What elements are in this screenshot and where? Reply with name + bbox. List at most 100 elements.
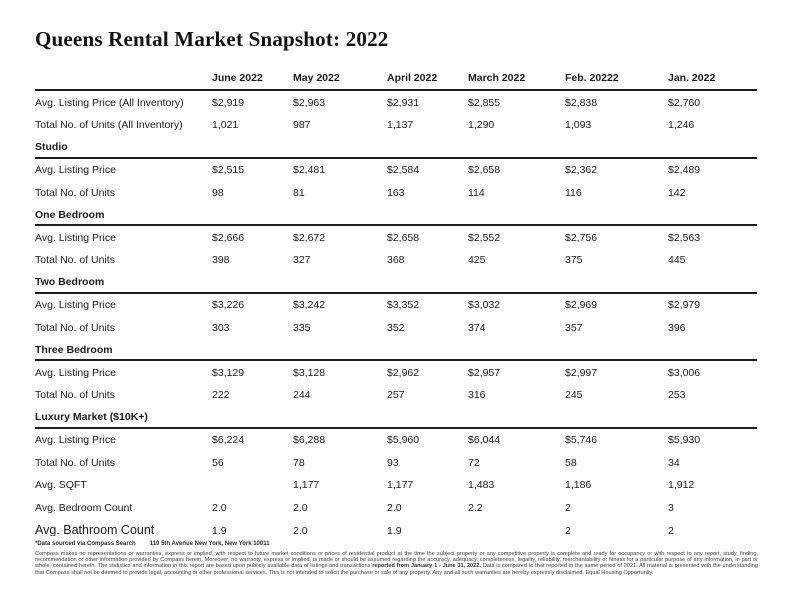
column-header-feb: Feb. 20222: [565, 72, 619, 84]
cell-value: $2,552: [468, 231, 501, 244]
cell-value: 335: [293, 321, 311, 334]
cell-value: 245: [565, 389, 583, 401]
cell-value: $2,672: [293, 231, 326, 244]
table-row: Avg. Bedroom Count 2.0 2.0 2.0 2.2 2 3: [35, 496, 757, 519]
market-table: June 2022 May 2022 April 2022 March 2022…: [35, 72, 757, 542]
cell-value: $2,969: [565, 299, 598, 311]
cell-value: 2: [565, 525, 571, 537]
cell-value: $2,855: [468, 96, 501, 109]
cell-value: 374: [468, 321, 486, 334]
row-label: Total No. of Units (All Inventory): [35, 119, 183, 131]
cell-value: $2,997: [565, 366, 598, 379]
cell-value: 2: [668, 525, 674, 537]
cell-value: $5,746: [565, 434, 598, 446]
cell-value: 327: [293, 254, 311, 266]
column-header-april: April 2022: [387, 72, 438, 84]
cell-value: $2,919: [212, 96, 245, 109]
footer: *Data sourced via Compass Search 110 5th …: [35, 541, 758, 576]
cell-value: 316: [468, 389, 486, 401]
table-row: Total No. of Units 303 335 352 374 357 396: [35, 316, 757, 339]
table-row: Total No. of Units (All Inventory) 1,021 9…: [35, 114, 757, 137]
cell-value: $2,963: [293, 96, 326, 109]
row-label: Total No. of Units: [35, 321, 115, 334]
cell-value: $6,224: [212, 434, 245, 446]
cell-value: 78: [293, 456, 305, 469]
cell-value: $2,756: [565, 231, 598, 244]
cell-value: 1.9: [212, 525, 227, 537]
table-header-row: June 2022 May 2022 April 2022 March 2022…: [35, 72, 757, 91]
cell-value: $3,226: [212, 299, 245, 311]
table-row: Total No. of Units 98 81 163 114 116 142: [35, 181, 757, 204]
column-header-march: March 2022: [468, 72, 526, 84]
cell-value: 352: [387, 321, 405, 334]
table-row: Total No. of Units 222 244 257 316 245 253: [35, 384, 757, 407]
cell-value: 368: [387, 254, 405, 266]
disclaimer-text-start: Compass makes no representations or warr…: [35, 550, 758, 570]
table-row: Total No. of Units 56 78 93 72 58 34: [35, 451, 757, 474]
row-label: Avg. Bedroom Count: [35, 501, 133, 514]
source-address: 110 5th Avenue New York, New York 10011: [149, 541, 270, 547]
legal-disclaimer: Compass makes no representations or warr…: [35, 551, 758, 577]
cell-value: 1,290: [468, 119, 495, 131]
cell-value: $2,838: [565, 96, 598, 109]
cell-value: $5,960: [387, 434, 420, 446]
cell-value: $2,760: [668, 96, 701, 109]
cell-value: 425: [468, 254, 486, 266]
cell-value: $2,515: [212, 164, 245, 176]
cell-value: 114: [468, 186, 485, 199]
row-label: Avg. Listing Price (All Inventory): [35, 96, 184, 109]
row-label: Total No. of Units: [35, 389, 115, 401]
row-label: Avg. Bathroom Count: [35, 524, 155, 536]
row-label: Total No. of Units: [35, 186, 115, 199]
cell-value: $3,242: [293, 299, 326, 311]
disclaimer-text-end: Data is compared to that reported in the…: [35, 563, 758, 576]
cell-value: 98: [212, 186, 224, 199]
section-heading: Three Bedroom: [35, 339, 757, 361]
cell-value: $2,666: [212, 231, 245, 244]
column-header-june: June 2022: [212, 72, 263, 84]
cell-value: 253: [668, 389, 686, 401]
cell-value: 1,186: [565, 479, 592, 491]
cell-value: $2,489: [668, 164, 701, 176]
cell-value: 357: [565, 321, 583, 334]
cell-value: 396: [668, 321, 686, 334]
disclaimer-bold-daterange: reported from January 1 - June 31, 2022.: [372, 563, 481, 570]
cell-value: 244: [293, 389, 311, 401]
cell-value: 1,483: [468, 479, 495, 491]
cell-value: 2.0: [387, 501, 402, 514]
section-heading: Luxury Market ($10K+): [35, 406, 757, 429]
cell-value: $6,044: [468, 434, 501, 446]
table-row: Avg. Bathroom Count 1.9 2.0 1.9 2 2: [35, 519, 757, 543]
table-row: Avg. Listing Price (All Inventory) $2,919…: [35, 91, 757, 114]
cell-value: 2: [565, 501, 571, 514]
section-heading: Studio: [35, 136, 757, 159]
cell-value: 1.9: [387, 525, 402, 537]
row-label: Avg. Listing Price: [35, 299, 116, 311]
cell-value: $2,584: [387, 164, 420, 176]
column-header-jan: Jan. 2022: [668, 72, 716, 84]
cell-value: $3,006: [668, 366, 701, 379]
cell-value: 163: [387, 186, 405, 199]
cell-value: $3,128: [293, 366, 326, 379]
table-row: Total No. of Units 398 327 368 425 375 445: [35, 249, 757, 272]
cell-value: $2,931: [387, 96, 420, 109]
cell-value: 222: [212, 389, 230, 401]
cell-value: 1,177: [387, 479, 414, 491]
cell-value: 1,021: [212, 119, 239, 131]
row-label: Avg. Listing Price: [35, 164, 116, 176]
row-label: Avg. Listing Price: [35, 231, 116, 244]
row-label: Total No. of Units: [35, 254, 115, 266]
cell-value: $2,481: [293, 164, 326, 176]
cell-value: 987: [293, 119, 311, 131]
cell-value: 445: [668, 254, 686, 266]
cell-value: 81: [293, 186, 305, 199]
cell-value: 3: [668, 501, 674, 514]
cell-value: 1,137: [387, 119, 414, 131]
row-label: Avg. Listing Price: [35, 434, 116, 446]
cell-value: 2.2: [468, 501, 483, 514]
cell-value: 257: [387, 389, 405, 401]
cell-value: $3,352: [387, 299, 420, 311]
section-heading: Two Bedroom: [35, 271, 757, 294]
table-row: Avg. SQFT 1,177 1,177 1,483 1,186 1,912: [35, 474, 757, 497]
